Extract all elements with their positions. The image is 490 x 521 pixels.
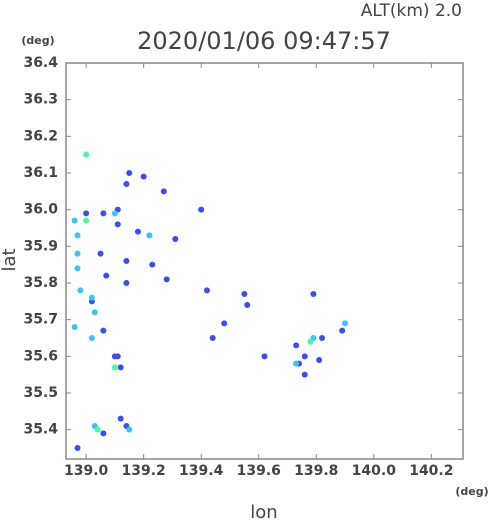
echo-point [123,280,130,286]
echo-point [71,324,78,330]
y-axis-label: lat [0,248,20,271]
echo-point [123,181,130,187]
echo-point [74,232,81,239]
echo-point [198,206,205,213]
echo-point [307,338,314,345]
echo-point [160,188,167,195]
echo-point [319,335,326,341]
echo-point [301,353,308,360]
echo-point [88,335,95,341]
echo-point [209,335,216,341]
echo-point [114,221,121,228]
echo-point [203,287,210,294]
chart-title: 2020/01/06 09:47:57 [137,27,391,55]
x-tick-label: 140.2 [409,463,453,479]
echo-point [100,327,107,334]
y-tick-label: 36.0 [23,202,58,218]
echo-point [126,426,133,433]
plot-frame [65,62,464,460]
echo-point [111,364,118,371]
echo-point [88,294,95,301]
echo-point [293,360,300,367]
echo-point [91,309,98,316]
y-tick-label: 36.2 [23,128,58,144]
echo-point [111,210,118,217]
echo-point [114,353,121,360]
echo-point [103,272,110,279]
y-tick-label: 35.7 [23,312,58,328]
y-tick-label: 35.5 [23,385,58,401]
altitude-label: ALT(km) 2.0 [361,1,462,21]
echo-point [94,426,101,433]
echo-point [117,364,124,371]
echo-point [172,236,179,242]
echo-point [261,353,268,360]
echo-point [74,265,81,272]
echo-point [301,371,308,378]
x-axis-label: lon [250,502,277,521]
echo-point [163,276,170,283]
x-tick-label: 139.0 [64,463,109,479]
y-unit: (deg) [21,34,54,47]
echo-point [134,228,141,235]
echo-point [310,291,317,297]
y-tick-label: 35.9 [23,238,58,254]
echo-point [123,258,130,264]
x-tick-label: 139.2 [122,463,166,479]
echo-point [71,217,78,224]
x-tick-label: 139.4 [179,463,224,479]
echo-point [100,210,107,217]
echo-point [126,170,133,176]
echo-point [100,430,107,437]
echo-point [83,151,90,158]
echo-point [149,261,156,268]
x-tick-label: 139.6 [237,463,281,479]
echo-point [77,287,84,294]
echo-point [83,217,90,224]
echo-point [221,320,228,327]
y-tick-label: 35.6 [23,348,58,364]
x-unit: (deg) [455,485,488,498]
y-tick-label: 36.3 [23,92,58,108]
y-tick-label: 35.8 [23,275,58,291]
x-tick-label: 139.8 [294,463,338,479]
echo-point [74,250,81,257]
y-tick-label: 35.4 [23,422,58,438]
echo-point [117,415,124,422]
echo-point [339,327,346,334]
echo-point [97,250,104,257]
y-tick-label: 36.1 [23,165,58,181]
echo-point [316,357,323,363]
echo-point [74,445,81,451]
echo-point [244,302,251,308]
echo-point [342,320,349,327]
echo-point [146,232,153,239]
echo-point [241,291,248,297]
echo-point [83,210,90,217]
y-tick-label: 36.4 [23,55,58,71]
x-tick-label: 140.0 [352,463,397,479]
echo-point [293,342,300,349]
echo-point [140,173,147,180]
